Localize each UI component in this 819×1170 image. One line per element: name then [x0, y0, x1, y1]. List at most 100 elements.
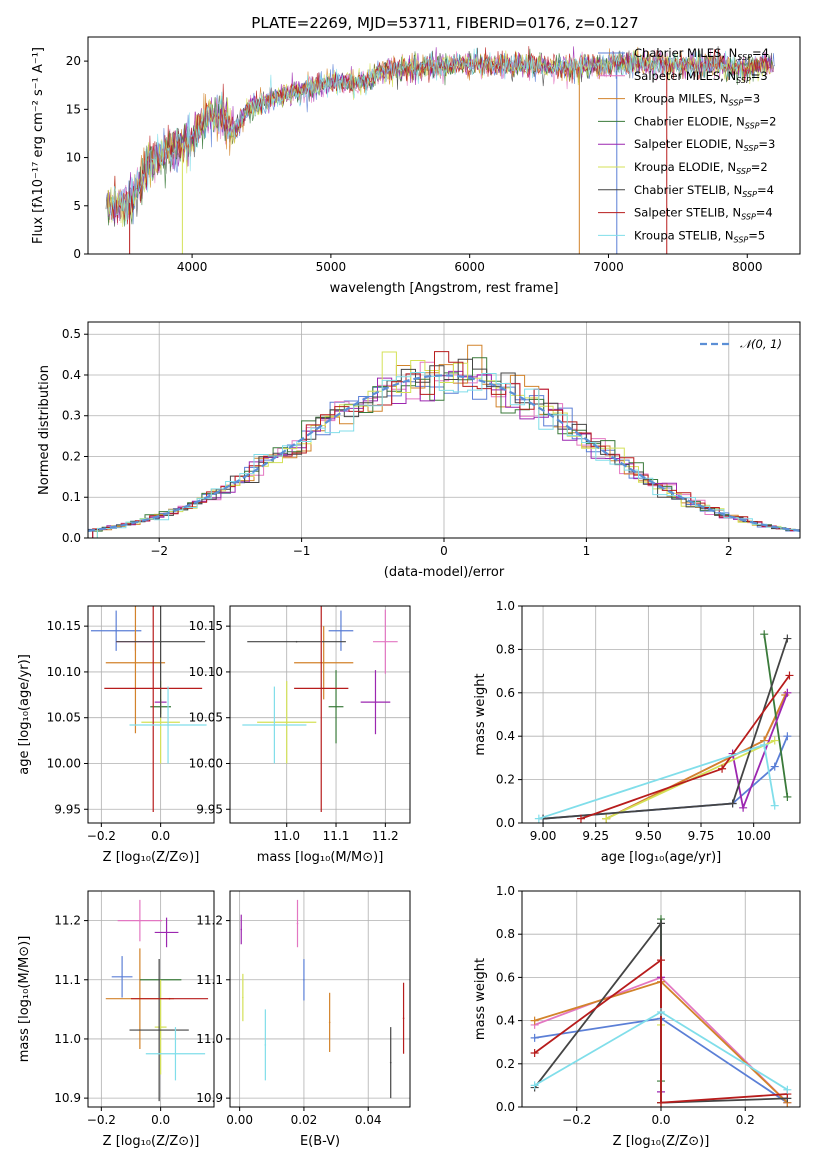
spectrum-line	[107, 46, 772, 224]
legend-label: 𝒩(0, 1)	[740, 337, 782, 351]
data-point	[240, 928, 243, 931]
y-tick-label: 1.0	[496, 599, 515, 613]
data-point	[328, 1021, 331, 1024]
weight-marker	[718, 764, 727, 773]
x-tick-label: 0.04	[355, 1113, 382, 1127]
panel-mass-vs-EBV: 0.00 0.02 0.04 10.9 11.0 11.1 11.2 E(B-V)	[196, 890, 411, 1149]
y-tick-label: 10.05	[189, 711, 223, 725]
weight-marker	[783, 688, 792, 697]
x-tick-label: 0.2	[736, 1113, 755, 1127]
panel-age-vs-Z: −0.2 0.0 9.95 10.00 10.05 10.10 10.15 Z [log₁₀(…	[17, 605, 215, 865]
axes-frame	[87, 36, 801, 255]
x-axis-label: wavelength [Angstrom, rest frame]	[330, 281, 559, 296]
panel-age-vs-mass: 11.0 11.1 11.2 9.95 10.00 10.05 10.10 10.15 mass…	[189, 605, 411, 865]
weight-marker	[530, 1016, 539, 1025]
data-point	[389, 1061, 392, 1064]
x-axis-label: age [log₁₀(age/yr)]	[601, 850, 722, 865]
x-axis-label: mass [log₁₀(M/M⊙)]	[257, 850, 384, 865]
data-point	[159, 640, 162, 643]
weight-marker	[530, 1049, 539, 1057]
axes-frame	[521, 605, 801, 824]
weight-marker	[760, 630, 769, 639]
x-tick-label: 0.00	[226, 1113, 253, 1127]
weight-marker	[530, 1033, 539, 1042]
weight-marker	[602, 814, 611, 823]
data-point	[384, 640, 387, 643]
y-tick-label: 0.3	[62, 409, 81, 423]
plot-area-mass-vs-Z	[88, 891, 214, 1107]
y-tick-label: 0.6	[496, 970, 515, 984]
y-tick-label: 10.05	[47, 711, 81, 725]
data-point	[134, 661, 137, 664]
y-tick-label: 20	[66, 54, 81, 68]
legend-label: Chabrier STELIB, NSSP=4	[634, 183, 774, 199]
data-point	[285, 721, 288, 724]
y-axis-label: Normed distribution	[37, 365, 52, 495]
data-point	[167, 724, 169, 726]
axes-frame	[521, 890, 801, 1108]
data-point	[273, 724, 276, 726]
y-tick-label: 10.9	[196, 1091, 223, 1105]
data-point	[165, 931, 168, 934]
x-tick-label: 10.00	[736, 829, 770, 843]
x-tick-label: −0.2	[87, 1113, 116, 1127]
weight-marker	[770, 801, 779, 810]
weight-marker	[657, 956, 665, 965]
y-tick-label: 9.95	[196, 802, 223, 816]
y-tick-label: 11.1	[54, 973, 81, 987]
weight-marker	[783, 1085, 792, 1094]
x-tick-label: 11.1	[323, 829, 350, 843]
weight-marker	[739, 803, 748, 812]
legend: Chabrier MILES, NSSP=4 Salpeter MILES, NS…	[598, 46, 776, 244]
y-tick-label: 10.10	[189, 665, 223, 679]
normal-curve	[88, 374, 800, 532]
data-point	[402, 1017, 405, 1020]
panel-mass-vs-Z: −0.2 0.0 10.9 11.0 11.1 11.2 Z [log₁₀(Z/Z⊙)] ma…	[17, 890, 215, 1149]
y-tick-label: 10.10	[47, 665, 81, 679]
residual-histogram	[88, 358, 800, 538]
figure-title: PLATE=2269, MJD=53711, FIBERID=0176, z=0…	[251, 14, 638, 32]
y-tick-label: 0.1	[62, 490, 81, 504]
y-tick-label: 0.4	[62, 368, 81, 382]
weight-marker	[770, 762, 779, 771]
x-tick-label: −2	[150, 544, 168, 558]
y-tick-label: 11.0	[54, 1032, 81, 1046]
spectrum-line	[111, 46, 770, 225]
data-point	[115, 629, 117, 632]
panel-spectrum: 4000 5000 6000 7000 8000 0 5 10 15 20 wavelength […	[31, 36, 801, 296]
x-tick-label: 9.75	[688, 829, 715, 843]
y-tick-label: 0.6	[496, 686, 515, 700]
y-tick-label: 0.2	[496, 773, 515, 787]
x-tick-label: 7000	[593, 260, 624, 274]
data-point	[158, 1029, 160, 1031]
y-tick-label: 11.2	[54, 914, 81, 928]
x-tick-label: 11.2	[372, 829, 399, 843]
panel-residuals: −2 −1 0 1 2 0.0 0.1 0.2 0.3 0.4 0.5 (data-model)/er…	[37, 321, 801, 580]
legend-label: Kroupa STELIB, NSSP=5	[634, 228, 765, 244]
x-tick-label: 4000	[177, 260, 208, 274]
y-tick-label: 10.15	[47, 619, 81, 633]
weight-marker	[770, 736, 779, 745]
panel-weight-vs-age: 9.00 9.25 9.50 9.75 10.00 0.0 0.2 0.4 0.6 0.8 1.0 a…	[473, 599, 801, 865]
legend-label: Kroupa MILES, NSSP=3	[634, 92, 760, 108]
x-tick-label: 6000	[454, 260, 485, 274]
legend-label: Salpeter MILES, NSSP=3	[634, 69, 768, 85]
y-tick-label: 9.95	[54, 802, 81, 816]
residual-histogram	[92, 361, 800, 538]
x-axis-label: Z [log₁₀(Z/Z⊙)]	[103, 850, 200, 865]
residual-histogram	[96, 372, 800, 538]
x-tick-label: 0.0	[151, 1113, 170, 1127]
y-axis-label: mass weight	[473, 958, 488, 1040]
residual-histogram	[92, 370, 800, 538]
y-tick-label: 10	[66, 151, 81, 165]
y-tick-label: 0.8	[496, 642, 515, 656]
plot-area-age-vs-mass	[230, 606, 410, 823]
axes-frame	[229, 890, 411, 1108]
y-tick-label: 0.0	[496, 816, 515, 830]
weight-marker	[760, 740, 769, 749]
x-axis-label: E(B-V)	[300, 1134, 340, 1149]
y-axis-label: age [log₁₀(age/yr)]	[17, 654, 32, 775]
y-tick-label: 0	[73, 247, 81, 261]
y-tick-label: 0.0	[496, 1100, 515, 1114]
x-tick-label: 0.0	[151, 829, 170, 843]
